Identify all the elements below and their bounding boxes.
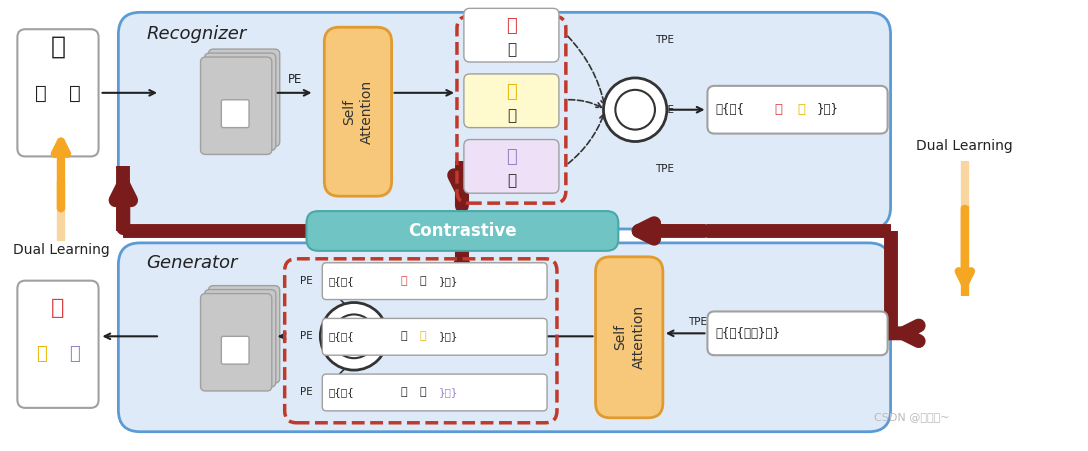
Text: 曰{囗{: 曰{囗{ bbox=[715, 103, 744, 116]
Text: 木: 木 bbox=[400, 387, 407, 397]
Text: TPE: TPE bbox=[688, 318, 706, 327]
Text: 曰{囗{: 曰{囗{ bbox=[329, 276, 354, 285]
Text: TPE: TPE bbox=[655, 164, 673, 175]
FancyBboxPatch shape bbox=[17, 29, 99, 156]
Text: }火}: }火} bbox=[440, 331, 459, 341]
Text: }火}: }火} bbox=[440, 276, 459, 285]
Text: }火}: }火} bbox=[440, 387, 459, 397]
Circle shape bbox=[616, 90, 655, 129]
FancyBboxPatch shape bbox=[119, 12, 891, 229]
FancyBboxPatch shape bbox=[322, 318, 547, 355]
Text: 木: 木 bbox=[506, 83, 517, 101]
FancyBboxPatch shape bbox=[205, 53, 275, 151]
FancyBboxPatch shape bbox=[307, 211, 618, 251]
FancyBboxPatch shape bbox=[209, 285, 280, 383]
Text: Self
Attention: Self Attention bbox=[613, 305, 645, 369]
Text: TPE: TPE bbox=[655, 35, 673, 45]
FancyBboxPatch shape bbox=[221, 100, 249, 128]
Text: 火: 火 bbox=[69, 85, 81, 103]
Text: CSDN @动小辉~: CSDN @动小辉~ bbox=[875, 412, 950, 422]
Text: Recognizer: Recognizer bbox=[146, 25, 246, 43]
Text: 木: 木 bbox=[420, 276, 426, 285]
Text: 火: 火 bbox=[507, 174, 516, 188]
Text: 曰{囗{: 曰{囗{ bbox=[329, 387, 354, 397]
Text: 曰{囗{木木}火}: 曰{囗{木木}火} bbox=[715, 327, 780, 340]
Text: 木: 木 bbox=[420, 331, 426, 341]
Text: 火: 火 bbox=[35, 85, 47, 103]
Circle shape bbox=[320, 303, 387, 370]
Text: 火: 火 bbox=[70, 345, 81, 363]
Circle shape bbox=[604, 78, 667, 142]
FancyBboxPatch shape bbox=[17, 281, 99, 408]
FancyBboxPatch shape bbox=[463, 139, 559, 193]
FancyBboxPatch shape bbox=[463, 9, 559, 62]
Text: }火}: }火} bbox=[816, 103, 839, 116]
Text: 木: 木 bbox=[506, 148, 517, 166]
Circle shape bbox=[332, 314, 375, 358]
Text: TPE: TPE bbox=[655, 105, 673, 115]
Text: 木: 木 bbox=[420, 387, 426, 397]
Text: Contrastive: Contrastive bbox=[408, 222, 517, 240]
Text: 木: 木 bbox=[798, 103, 805, 116]
Text: 木: 木 bbox=[400, 331, 407, 341]
Text: Dual Learning: Dual Learning bbox=[916, 139, 1013, 153]
Text: PE: PE bbox=[300, 276, 313, 285]
FancyBboxPatch shape bbox=[595, 257, 663, 418]
Text: 火: 火 bbox=[507, 109, 516, 123]
FancyBboxPatch shape bbox=[463, 74, 559, 128]
Text: Self
Attention: Self Attention bbox=[342, 80, 374, 144]
Text: PE: PE bbox=[287, 74, 301, 87]
Text: 曰{囗{: 曰{囗{ bbox=[329, 331, 354, 341]
FancyBboxPatch shape bbox=[707, 312, 888, 355]
FancyBboxPatch shape bbox=[209, 49, 280, 147]
FancyBboxPatch shape bbox=[200, 294, 272, 391]
FancyBboxPatch shape bbox=[200, 57, 272, 154]
FancyBboxPatch shape bbox=[221, 336, 249, 364]
Text: 木: 木 bbox=[400, 276, 407, 285]
Text: 木: 木 bbox=[775, 103, 782, 116]
Text: 火: 火 bbox=[507, 43, 516, 57]
Text: 木: 木 bbox=[50, 36, 65, 59]
Text: Dual Learning: Dual Learning bbox=[13, 243, 109, 257]
FancyBboxPatch shape bbox=[205, 290, 275, 387]
FancyBboxPatch shape bbox=[322, 263, 547, 299]
Text: PE: PE bbox=[300, 331, 313, 341]
Text: 木: 木 bbox=[36, 345, 47, 363]
FancyBboxPatch shape bbox=[322, 374, 547, 411]
Text: 木: 木 bbox=[506, 17, 517, 35]
Text: Generator: Generator bbox=[146, 254, 237, 272]
FancyBboxPatch shape bbox=[119, 243, 891, 432]
FancyBboxPatch shape bbox=[707, 86, 888, 133]
Text: 木: 木 bbox=[51, 298, 64, 319]
Text: PE: PE bbox=[300, 387, 313, 397]
FancyBboxPatch shape bbox=[324, 27, 392, 196]
